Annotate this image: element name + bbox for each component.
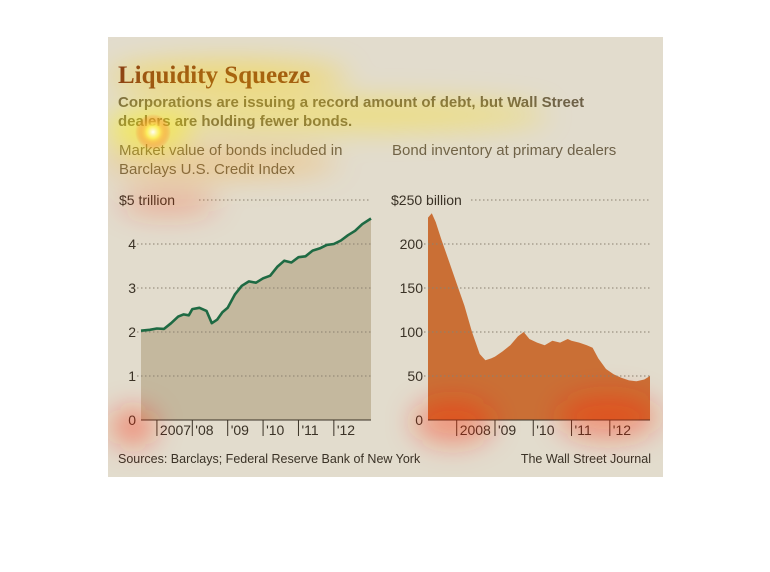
charts-svg: 0 1 2 3 4 $5 trillion 2007'08 '09 '10 '11 '12 0 50 10…	[119, 192, 650, 438]
y-tick-label: 200	[400, 236, 424, 252]
y-unit-label: $250 billion	[391, 192, 462, 208]
publisher-credit: The Wall Street Journal	[520, 452, 651, 466]
y-tick-label: 2	[128, 324, 136, 340]
source-note: Sources: Barclays; Federal Reserve Bank …	[118, 452, 421, 466]
x-tick-label: '12	[337, 422, 355, 438]
y-tick-label: 4	[128, 236, 136, 252]
y-tick-label: 1	[128, 368, 136, 384]
y-tick-label: 50	[407, 368, 423, 384]
x-tick-label: '11	[575, 422, 592, 438]
series-line	[140, 217, 372, 332]
y-tick-label: 0	[415, 412, 423, 428]
y-tick-label: 3	[128, 280, 136, 296]
chart-figure: Liquidity Squeeze Corporations are issui…	[108, 37, 663, 477]
series-area	[141, 218, 371, 420]
x-tick-label: '08	[195, 422, 213, 438]
x-tick-label: '12	[613, 422, 631, 438]
x-tick-label: 2008	[460, 422, 491, 438]
series-area	[428, 213, 650, 420]
x-tick-label: '09	[498, 422, 516, 438]
y-tick-label: 150	[400, 280, 424, 296]
x-tick-label: '11	[301, 422, 318, 438]
x-tick-label: 2007	[160, 422, 191, 438]
panel-1: 0 1 2 3 4 $5 trillion 2007'08 '09 '10 '11 '12	[119, 192, 372, 438]
y-tick-label: 0	[128, 412, 136, 428]
panel-2: 0 50 100 150 200 $250 billion 2008 '09 '10 '11 '12	[391, 192, 650, 438]
x-tick-label: '10	[536, 422, 554, 438]
y-tick-label: 100	[400, 324, 424, 340]
x-tick-label: '10	[266, 422, 284, 438]
right-panel-title: Bond inventory at primary dealers	[392, 142, 617, 159]
x-tick-label: '09	[231, 422, 249, 438]
y-unit-label: $5 trillion	[119, 192, 175, 208]
